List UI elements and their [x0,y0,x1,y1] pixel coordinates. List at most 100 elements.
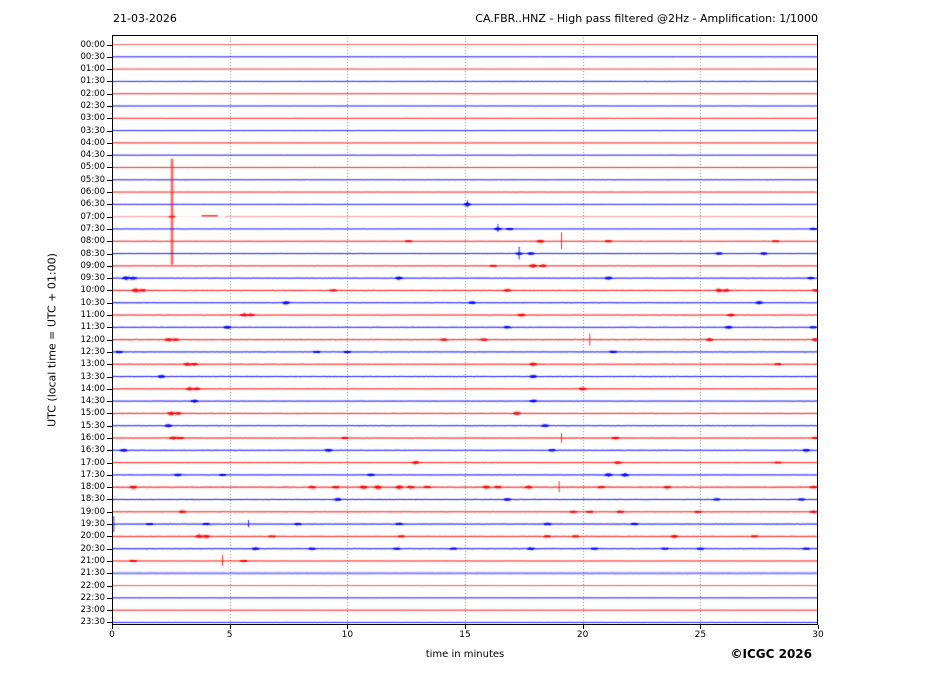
y-tick-label: 14:00 [80,383,106,394]
y-tick-label: 18:00 [80,482,106,493]
y-tick-mark [107,204,112,205]
y-tick-mark [107,315,112,316]
plot-frame [112,35,818,625]
y-tick-mark [107,155,112,156]
y-tick-label: 17:00 [80,457,106,468]
y-tick-label: 00:30 [80,51,106,62]
x-tick-label: 15 [459,630,471,640]
y-tick-mark [107,438,112,439]
y-tick-label: 16:30 [80,445,106,456]
y-tick-label: 03:30 [80,125,106,136]
x-tick-mark [465,625,466,629]
y-tick-label: 13:30 [80,371,106,382]
helicorder-canvas [112,35,818,625]
y-tick-mark [107,622,112,623]
station-title: CA.FBR..HNZ - High pass filtered @2Hz - … [475,12,818,25]
y-tick-label: 03:00 [80,113,106,124]
x-tick-label: 20 [576,630,589,640]
y-tick-mark [107,413,112,414]
x-tick-label: 25 [694,630,707,640]
y-tick-label: 09:30 [80,273,106,284]
y-tick-mark [107,180,112,181]
y-tick-label: 06:30 [80,199,106,210]
y-tick-mark [107,487,112,488]
y-tick-mark [107,610,112,611]
y-tick-label: 19:00 [80,506,106,517]
y-tick-label: 20:30 [80,543,106,554]
x-tick-label: 0 [109,630,115,640]
y-tick-mark [107,512,112,513]
y-tick-label: 23:30 [80,617,106,628]
y-tick-label: 22:00 [80,580,106,591]
y-tick-mark [107,499,112,500]
y-tick-label: 18:30 [80,494,106,505]
y-tick-label: 01:00 [80,64,106,75]
y-tick-label: 05:00 [80,162,106,173]
y-tick-label: 04:30 [80,150,106,161]
y-tick-label: 13:00 [80,359,106,370]
y-tick-label: 12:30 [80,346,106,357]
y-tick-label: 07:00 [80,211,106,222]
y-tick-mark [107,278,112,279]
y-tick-label: 05:30 [80,174,106,185]
y-tick-label: 20:00 [80,531,106,542]
y-tick-mark [107,131,112,132]
y-tick-mark [107,266,112,267]
y-tick-mark [107,254,112,255]
y-tick-label: 11:30 [80,322,106,333]
y-tick-mark [107,586,112,587]
y-tick-mark [107,45,112,46]
y-tick-mark [107,192,112,193]
y-tick-mark [107,377,112,378]
y-tick-mark [107,94,112,95]
y-tick-mark [107,217,112,218]
x-tick-label: 10 [341,630,354,640]
x-tick-mark [230,625,231,629]
y-tick-mark [107,401,112,402]
x-axis-label: time in minutes [425,649,505,660]
y-tick-label: 09:00 [80,260,106,271]
y-tick-label: 12:00 [80,334,106,345]
y-tick-mark [107,352,112,353]
y-tick-mark [107,426,112,427]
y-tick-label: 15:30 [80,420,106,431]
y-tick-mark [107,463,112,464]
y-tick-mark [107,598,112,599]
x-tick-mark [818,625,819,629]
y-tick-mark [107,536,112,537]
y-tick-label: 08:30 [80,248,106,259]
y-tick-mark [107,340,112,341]
y-tick-label: 02:00 [80,88,106,99]
y-tick-mark [107,450,112,451]
y-tick-label: 04:00 [80,137,106,148]
y-tick-mark [107,389,112,390]
y-tick-mark [107,57,112,58]
y-tick-label: 14:30 [80,396,106,407]
y-tick-label: 17:30 [80,469,106,480]
x-tick-label: 30 [812,630,824,640]
y-tick-label: 22:30 [80,592,106,603]
y-tick-mark [107,229,112,230]
y-tick-mark [107,118,112,119]
y-tick-mark [107,561,112,562]
y-tick-label: 10:00 [80,285,106,296]
y-tick-label: 06:00 [80,187,106,198]
x-tick-mark [347,625,348,629]
y-tick-label: 16:00 [80,433,106,443]
y-tick-mark [107,81,112,82]
y-tick-mark [107,573,112,574]
y-tick-mark [107,143,112,144]
y-tick-mark [107,241,112,242]
y-tick-mark [107,364,112,365]
y-tick-label: 00:00 [80,39,106,50]
y-tick-mark [107,290,112,291]
y-tick-label: 11:00 [80,310,106,321]
y-tick-mark [107,475,112,476]
x-tick-label: 5 [226,630,233,640]
copyright-text: ©ICGC 2026 [730,647,812,661]
y-tick-mark [107,69,112,70]
x-tick-mark [583,625,584,629]
y-tick-label: 10:30 [80,297,106,308]
y-tick-mark [107,303,112,304]
